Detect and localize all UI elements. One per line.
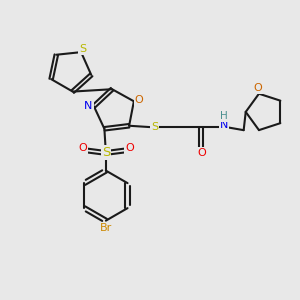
Text: H: H — [220, 111, 228, 121]
Text: O: O — [125, 143, 134, 153]
Text: N: N — [220, 121, 228, 130]
Text: O: O — [135, 95, 144, 105]
Text: Br: Br — [100, 223, 112, 233]
Text: S: S — [79, 44, 86, 54]
Text: O: O — [197, 148, 206, 158]
Text: S: S — [102, 146, 110, 159]
Text: O: O — [78, 143, 87, 153]
Text: O: O — [253, 83, 262, 93]
Text: S: S — [151, 122, 158, 132]
Text: N: N — [84, 100, 93, 111]
